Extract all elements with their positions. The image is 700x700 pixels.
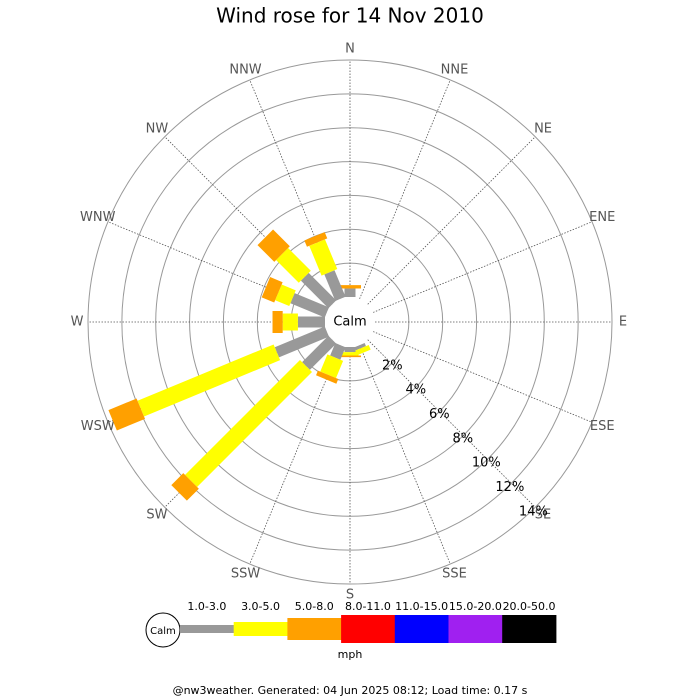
- r-tick-label: 4%: [405, 383, 426, 398]
- direction-label: WNW: [80, 210, 116, 225]
- wind-bar: [137, 344, 281, 417]
- spoke: [359, 344, 451, 565]
- wind-bar: [316, 370, 339, 384]
- legend-label: 1.0-3.0: [187, 600, 226, 613]
- wind-bar: [275, 284, 296, 307]
- wind-bar: [290, 293, 330, 318]
- wind-bar: [324, 270, 346, 302]
- spoke: [367, 339, 536, 508]
- direction-label: S: [346, 588, 354, 603]
- wind-bar: [304, 232, 328, 247]
- legend-swatch: [287, 618, 342, 640]
- legend-calm-label: Calm: [150, 626, 176, 637]
- wind-bar: [330, 342, 346, 360]
- legend-swatch: [341, 615, 396, 643]
- grid-ring: [121, 93, 579, 551]
- wind-bar: [309, 239, 338, 276]
- r-tick-label: 14%: [519, 504, 548, 519]
- legend-label: 11.0-15.0: [395, 600, 448, 613]
- direction-label: NE: [534, 121, 552, 136]
- grid-ring: [87, 59, 613, 585]
- legend-label: 8.0-11.0: [345, 600, 391, 613]
- wind-bar: [354, 342, 366, 351]
- legend-label: 5.0-8.0: [295, 600, 334, 613]
- direction-label: SSE: [442, 567, 467, 582]
- direction-label: W: [71, 315, 84, 330]
- legend-swatch: [233, 622, 288, 636]
- legend-swatch: [180, 625, 235, 633]
- wind-bar: [353, 344, 371, 357]
- r-tick-label: 12%: [495, 480, 524, 495]
- direction-label: ESE: [590, 419, 615, 434]
- direction-label: N: [345, 42, 355, 57]
- direction-label: ENE: [589, 210, 615, 225]
- spoke: [359, 79, 451, 300]
- wind-bar: [185, 360, 312, 487]
- spoke: [367, 136, 536, 305]
- direction-label: SSW: [231, 567, 261, 582]
- spoke: [372, 331, 593, 423]
- wind-bar: [276, 248, 311, 283]
- direction-label: NNW: [229, 62, 261, 77]
- direction-label: E: [619, 315, 627, 330]
- r-tick-label: 10%: [472, 456, 501, 471]
- r-tick-label: 6%: [429, 407, 450, 422]
- wind-bar: [320, 354, 344, 379]
- direction-label: SW: [146, 508, 167, 523]
- spoke: [249, 344, 341, 565]
- legend-swatch: [394, 615, 449, 643]
- grid-ring: [256, 228, 444, 416]
- grid-ring: [222, 194, 478, 450]
- wind-bar: [302, 335, 337, 370]
- wind-bar: [171, 473, 199, 501]
- footer: @nw3weather. Generated: 04 Jun 2025 08:1…: [173, 684, 528, 697]
- wind-bar: [274, 326, 330, 358]
- wind-bar: [108, 398, 145, 431]
- calm-label: Calm: [333, 315, 366, 330]
- legend-label: 3.0-5.0: [241, 600, 280, 613]
- direction-label: NW: [146, 121, 169, 136]
- r-tick-label: 2%: [382, 358, 403, 373]
- wind-bar: [300, 272, 337, 309]
- r-tick-label: 8%: [453, 431, 474, 446]
- direction-label: SE: [535, 508, 551, 523]
- wind-bar: [261, 277, 283, 303]
- spoke: [372, 221, 593, 313]
- legend-label: 15.0-20.0: [449, 600, 502, 613]
- legend-label: 20.0-50.0: [503, 600, 556, 613]
- chart-title: Wind rose for 14 Nov 2010: [216, 4, 484, 28]
- calm-circle: [325, 297, 375, 347]
- legend-swatch: [448, 615, 503, 643]
- direction-label: WSW: [81, 419, 115, 434]
- legend-unit: mph: [338, 648, 363, 661]
- direction-label: NNE: [441, 62, 469, 77]
- legend-swatch: [502, 615, 557, 643]
- wind-bar: [257, 229, 290, 262]
